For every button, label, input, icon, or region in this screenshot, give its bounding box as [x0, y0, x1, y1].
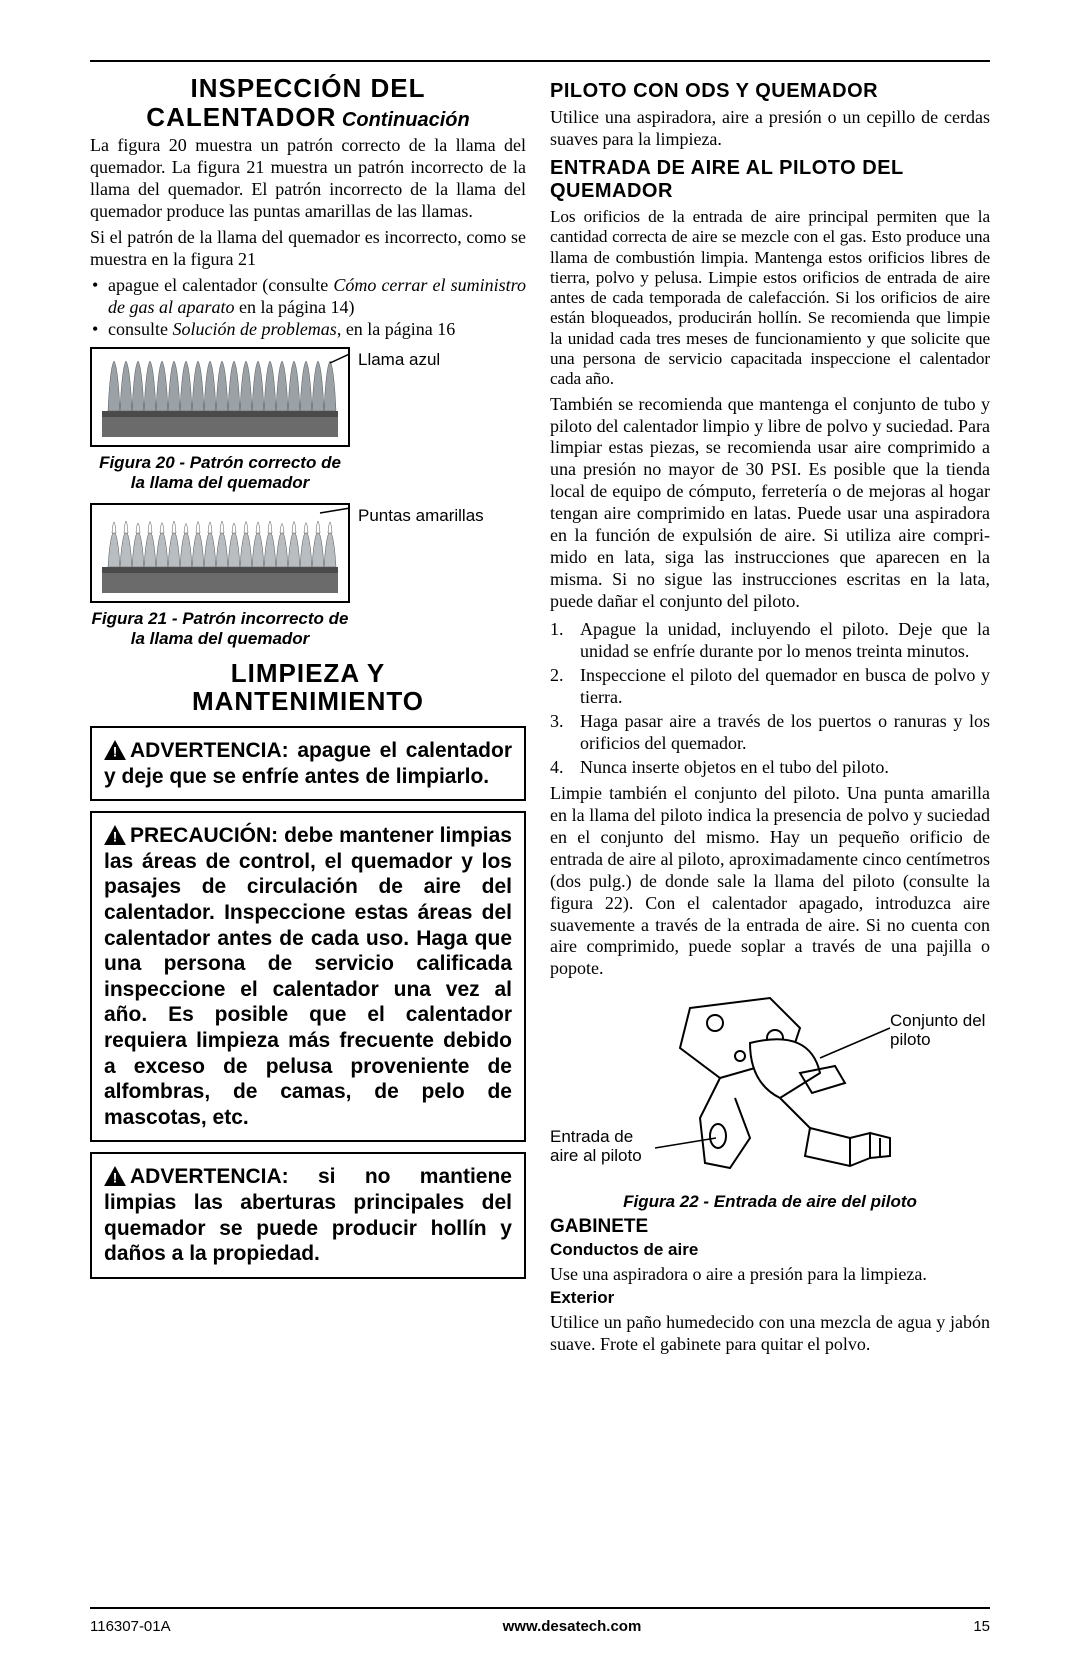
fig22-label-1: Conjunto del piloto [890, 1012, 990, 1049]
bullet-1: apague el calentador (consulte Cómo cerr… [90, 275, 526, 319]
footer: 116307-01A www.desatech.com 15 [90, 1618, 990, 1635]
flame-correct-icon [92, 349, 348, 445]
figure-22: Conjunto del piloto Entrada de aire al p… [550, 988, 990, 1188]
step-1: Apague la unidad, incluyendo el piloto. … [550, 619, 990, 663]
footer-url: www.desatech.com [503, 1618, 642, 1635]
bullet-list: apague el calentador (consulte Cómo cerr… [90, 275, 526, 341]
step-3: Haga pasar aire a través de los puertos … [550, 711, 990, 755]
footer-doc-id: 116307-01A [90, 1618, 171, 1635]
flame-incorrect-icon [92, 505, 348, 601]
figure-21-box [90, 503, 350, 603]
figure-20-box [90, 347, 350, 447]
step-4: Nunca inserte objetos en el tubo del pil… [550, 757, 990, 779]
bullet-2: consulte Solución de problemas, en la pá… [90, 319, 526, 341]
fig22-label-2: Entrada de aire al piloto [550, 1128, 660, 1165]
footer-page: 15 [973, 1618, 990, 1635]
step-2: Inspeccione el piloto del quemador en bu… [550, 665, 990, 709]
